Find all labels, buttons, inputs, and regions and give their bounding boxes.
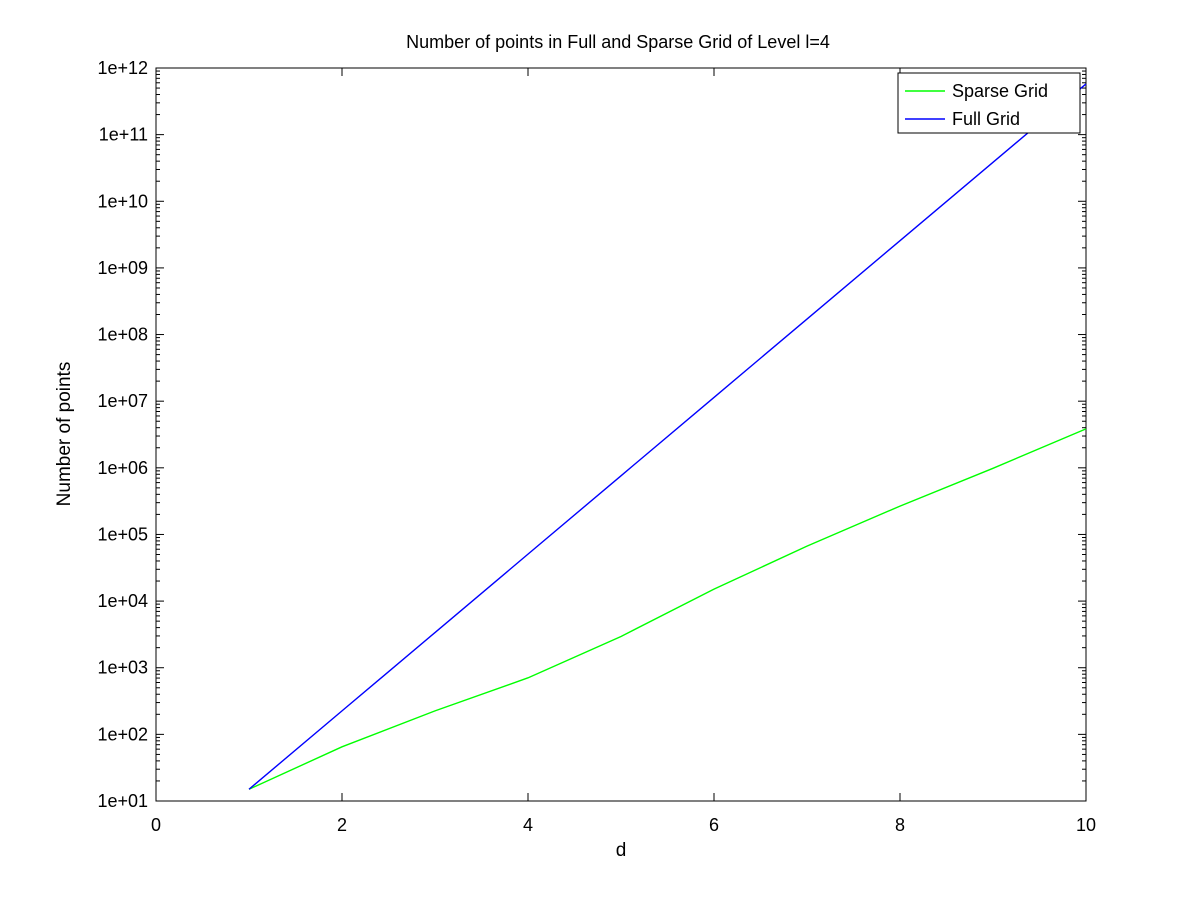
plot-frame <box>155 67 1087 802</box>
legend-label-full-grid: Full Grid <box>952 109 1020 129</box>
y-axis: 1e+01 1e+02 1e+03 1e+04 1e+05 1e+06 1e+07 1e+08… <box>97 58 1086 811</box>
y-tick-label: 1e+05 <box>97 524 148 544</box>
y-tick-label: 1e+11 <box>99 125 148 145</box>
full-grid-line <box>248 83 1087 790</box>
y-tick-label: 1e+06 <box>97 458 148 478</box>
x-tick-label: 6 <box>709 815 719 835</box>
x-tick-label: 0 <box>151 815 161 835</box>
plot-area: 0 2 4 6 8 10 1e+011e+021e+031e+041e+051e+061e… <box>97 58 1096 835</box>
x-tick-label: 2 <box>337 815 347 835</box>
y-tick-label: 1e+09 <box>97 258 148 278</box>
y-axis-label: Number of points <box>54 362 75 507</box>
x-tick-label: 8 <box>895 815 905 835</box>
x-tick-label: 10 <box>1076 815 1096 835</box>
y-tick-label: 1e+04 <box>97 591 148 611</box>
legend: Sparse Grid Full Grid <box>897 72 1081 134</box>
x-axis-label: d <box>616 840 627 861</box>
y-tick-label: 1e+01 <box>97 791 148 811</box>
x-tick-label: 4 <box>523 815 533 835</box>
y-tick-label: 1e+02 <box>97 724 148 744</box>
sparse-grid-line <box>248 428 1087 790</box>
y-tick-label: 1e+10 <box>97 191 148 211</box>
y-tick-label: 1e+07 <box>97 391 148 411</box>
legend-label-sparse-grid: Sparse Grid <box>952 81 1048 101</box>
chart-title: Number of points in Full and Sparse Grid… <box>406 32 830 52</box>
y-tick-label: 1e+12 <box>97 58 148 78</box>
series-group <box>248 83 1087 790</box>
legend-box <box>897 72 1081 134</box>
y-tick-label: 1e+03 <box>97 658 148 678</box>
y-tick-label: 1e+08 <box>97 325 148 345</box>
